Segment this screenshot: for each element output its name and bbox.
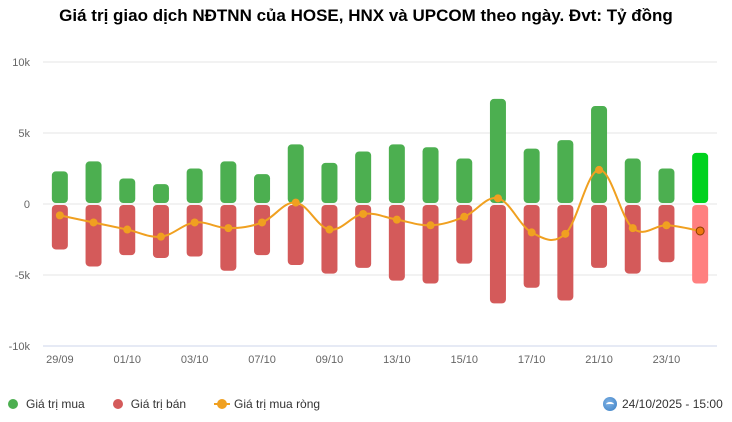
buy-bar[interactable] bbox=[152, 184, 169, 203]
buy-bar[interactable] bbox=[624, 158, 641, 203]
sell-bar[interactable] bbox=[321, 205, 338, 274]
net-point[interactable] bbox=[662, 221, 671, 230]
net-point[interactable] bbox=[359, 209, 368, 218]
sell-bar[interactable] bbox=[220, 205, 237, 271]
y-tick-label: 0 bbox=[24, 199, 30, 211]
sell-bar[interactable] bbox=[186, 205, 203, 257]
net-line-series bbox=[55, 165, 705, 241]
x-tick-label: 03/10 bbox=[181, 354, 209, 366]
buy-dot-icon bbox=[8, 399, 18, 409]
sell-bar[interactable] bbox=[523, 205, 540, 288]
buy-bar[interactable] bbox=[422, 147, 439, 203]
buy-bar[interactable] bbox=[355, 151, 372, 203]
buy-bar[interactable] bbox=[557, 140, 574, 203]
chart-title: Giá trị giao dịch NĐTNN của HOSE, HNX và… bbox=[59, 6, 673, 25]
net-point[interactable] bbox=[325, 225, 334, 234]
sell-bar[interactable] bbox=[355, 205, 372, 268]
sell-bar[interactable] bbox=[557, 205, 574, 301]
y-tick-label: 5k bbox=[18, 128, 30, 140]
chart-plot: 10k 5k 0 -5k -10k 29/09 01/10 03/10 07/10 09/10 1… bbox=[9, 57, 717, 366]
buy-bar[interactable] bbox=[523, 148, 540, 203]
net-point[interactable] bbox=[190, 218, 199, 227]
legend-item-net[interactable]: Giá trị mua ròng bbox=[214, 397, 320, 411]
net-point[interactable] bbox=[561, 229, 570, 238]
sell-bar[interactable] bbox=[388, 205, 405, 281]
legend-item-sell[interactable]: Giá trị bán bbox=[112, 397, 187, 411]
net-point[interactable] bbox=[156, 232, 165, 241]
timestamp-text: 24/10/2025 - 15:00 bbox=[622, 397, 723, 411]
buy-bar[interactable] bbox=[220, 161, 237, 203]
net-point[interactable] bbox=[55, 211, 64, 220]
x-tick-label: 07/10 bbox=[248, 354, 276, 366]
buy-bar[interactable] bbox=[456, 158, 473, 203]
sell-bar[interactable] bbox=[152, 205, 169, 258]
buy-bar[interactable] bbox=[388, 144, 405, 203]
legend-label-buy: Giá trị mua bbox=[26, 397, 85, 411]
sell-bar[interactable] bbox=[658, 205, 675, 263]
legend-item-buy[interactable]: Giá trị mua bbox=[8, 397, 85, 411]
sell-bar[interactable] bbox=[591, 205, 608, 268]
update-timestamp: 24/10/2025 - 15:00 bbox=[603, 397, 723, 411]
legend-label-net: Giá trị mua ròng bbox=[234, 397, 321, 411]
y-tick-label: 10k bbox=[12, 57, 30, 69]
buy-bar[interactable] bbox=[254, 174, 271, 203]
net-point[interactable] bbox=[123, 225, 132, 234]
buy-bar[interactable] bbox=[489, 98, 506, 203]
net-point[interactable] bbox=[628, 224, 637, 233]
chart-legend: Giá trị mua Giá trị bán Giá trị mua ròng bbox=[8, 397, 348, 411]
x-tick-label: 15/10 bbox=[450, 354, 478, 366]
sell-bar[interactable] bbox=[456, 205, 473, 264]
x-tick-label: 21/10 bbox=[585, 354, 613, 366]
sell-bar[interactable] bbox=[254, 205, 271, 256]
x-tick-label: 29/09 bbox=[46, 354, 74, 366]
buy-bar[interactable] bbox=[85, 161, 102, 203]
net-point[interactable] bbox=[426, 221, 435, 230]
y-tick-label: -5k bbox=[15, 270, 31, 282]
buy-bar[interactable] bbox=[321, 162, 338, 203]
buy-bar[interactable] bbox=[119, 178, 136, 203]
legend-label-sell: Giá trị bán bbox=[130, 397, 187, 411]
buy-bar[interactable] bbox=[658, 168, 675, 204]
x-tick-label: 01/10 bbox=[113, 354, 141, 366]
sell-bar[interactable] bbox=[422, 205, 439, 284]
net-point[interactable] bbox=[527, 228, 536, 237]
gridlines bbox=[43, 61, 717, 347]
net-point[interactable] bbox=[493, 194, 502, 203]
sell-bar[interactable] bbox=[692, 205, 709, 284]
x-tick-label: 17/10 bbox=[518, 354, 546, 366]
y-tick-label: -10k bbox=[9, 341, 31, 353]
sell-bar[interactable] bbox=[624, 205, 641, 274]
net-point[interactable] bbox=[392, 215, 401, 224]
x-tick-label: 23/10 bbox=[653, 354, 681, 366]
buy-bar[interactable] bbox=[287, 144, 304, 203]
x-tick-label: 09/10 bbox=[316, 354, 344, 366]
net-point[interactable] bbox=[291, 198, 300, 207]
x-axis-labels: 29/09 01/10 03/10 07/10 09/10 13/10 15/10 17/10… bbox=[46, 354, 680, 366]
sell-bar[interactable] bbox=[489, 205, 506, 304]
x-tick-label: 13/10 bbox=[383, 354, 411, 366]
net-point[interactable] bbox=[460, 212, 469, 221]
sell-bar[interactable] bbox=[287, 205, 304, 266]
line-marker-icon bbox=[214, 399, 231, 409]
bar-series bbox=[51, 98, 709, 304]
brand-logo-icon bbox=[603, 397, 617, 411]
buy-bar[interactable] bbox=[591, 106, 608, 203]
y-axis-labels: 10k 5k 0 -5k -10k bbox=[9, 57, 31, 353]
net-point[interactable] bbox=[89, 218, 98, 227]
net-point[interactable] bbox=[224, 224, 233, 233]
buy-bar[interactable] bbox=[186, 168, 203, 204]
sell-dot-icon bbox=[112, 399, 123, 409]
net-point[interactable] bbox=[595, 165, 604, 174]
net-point[interactable] bbox=[695, 226, 705, 236]
net-point[interactable] bbox=[258, 218, 267, 227]
buy-bar[interactable] bbox=[692, 152, 709, 203]
buy-bar[interactable] bbox=[51, 171, 68, 203]
sell-bar[interactable] bbox=[85, 205, 102, 267]
